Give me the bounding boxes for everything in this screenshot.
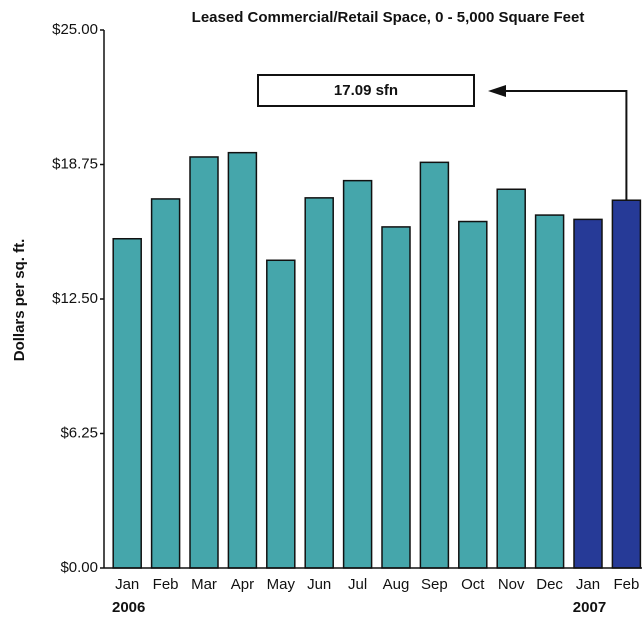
x-tick-label: Nov [498, 576, 525, 593]
bar [419, 161, 450, 569]
bar [458, 220, 488, 569]
x-tick-label: Sep [421, 576, 448, 593]
annotation-arrow [500, 90, 628, 201]
bar [266, 259, 296, 569]
bar [150, 198, 181, 569]
x-tick-label: Jul [348, 576, 367, 593]
bar [496, 188, 526, 569]
bar [304, 197, 334, 569]
bar [381, 226, 411, 569]
x-tick-label: Jun [307, 576, 331, 593]
x-tick-label: May [267, 576, 296, 593]
y-tick-label: $0.00 [60, 559, 98, 576]
y-tick-label: $18.75 [52, 155, 98, 172]
x-tick-label: Jan [115, 576, 139, 593]
x-tick-label: Dec [536, 576, 563, 593]
bar [573, 218, 603, 569]
bar [534, 214, 565, 569]
year-label: 2007 [573, 599, 606, 616]
bar [342, 179, 373, 569]
chart-title: Leased Commercial/Retail Space, 0 - 5,00… [192, 9, 585, 26]
x-tick-label: Mar [191, 576, 217, 593]
year-label: 2006 [112, 599, 145, 616]
y-tick-label: $12.50 [52, 290, 98, 307]
bar [112, 237, 142, 569]
y-tick-label: $25.00 [52, 21, 98, 38]
bar [227, 151, 258, 569]
bar [611, 199, 642, 569]
x-tick-label: Feb [153, 576, 179, 593]
x-tick-label: Oct [461, 576, 485, 593]
x-tick-label: Apr [231, 576, 254, 593]
bar [189, 156, 219, 569]
x-tick-label: Jan [576, 576, 600, 593]
y-axis-label: Dollars per sq. ft. [11, 239, 28, 362]
annotation-text: 17.09 sfn [334, 82, 398, 99]
arrow-head [488, 85, 506, 97]
x-tick-label: Feb [613, 576, 639, 593]
x-tick-label: Aug [383, 576, 410, 593]
y-tick-label: $6.25 [60, 424, 98, 441]
annotation-box [257, 74, 475, 107]
